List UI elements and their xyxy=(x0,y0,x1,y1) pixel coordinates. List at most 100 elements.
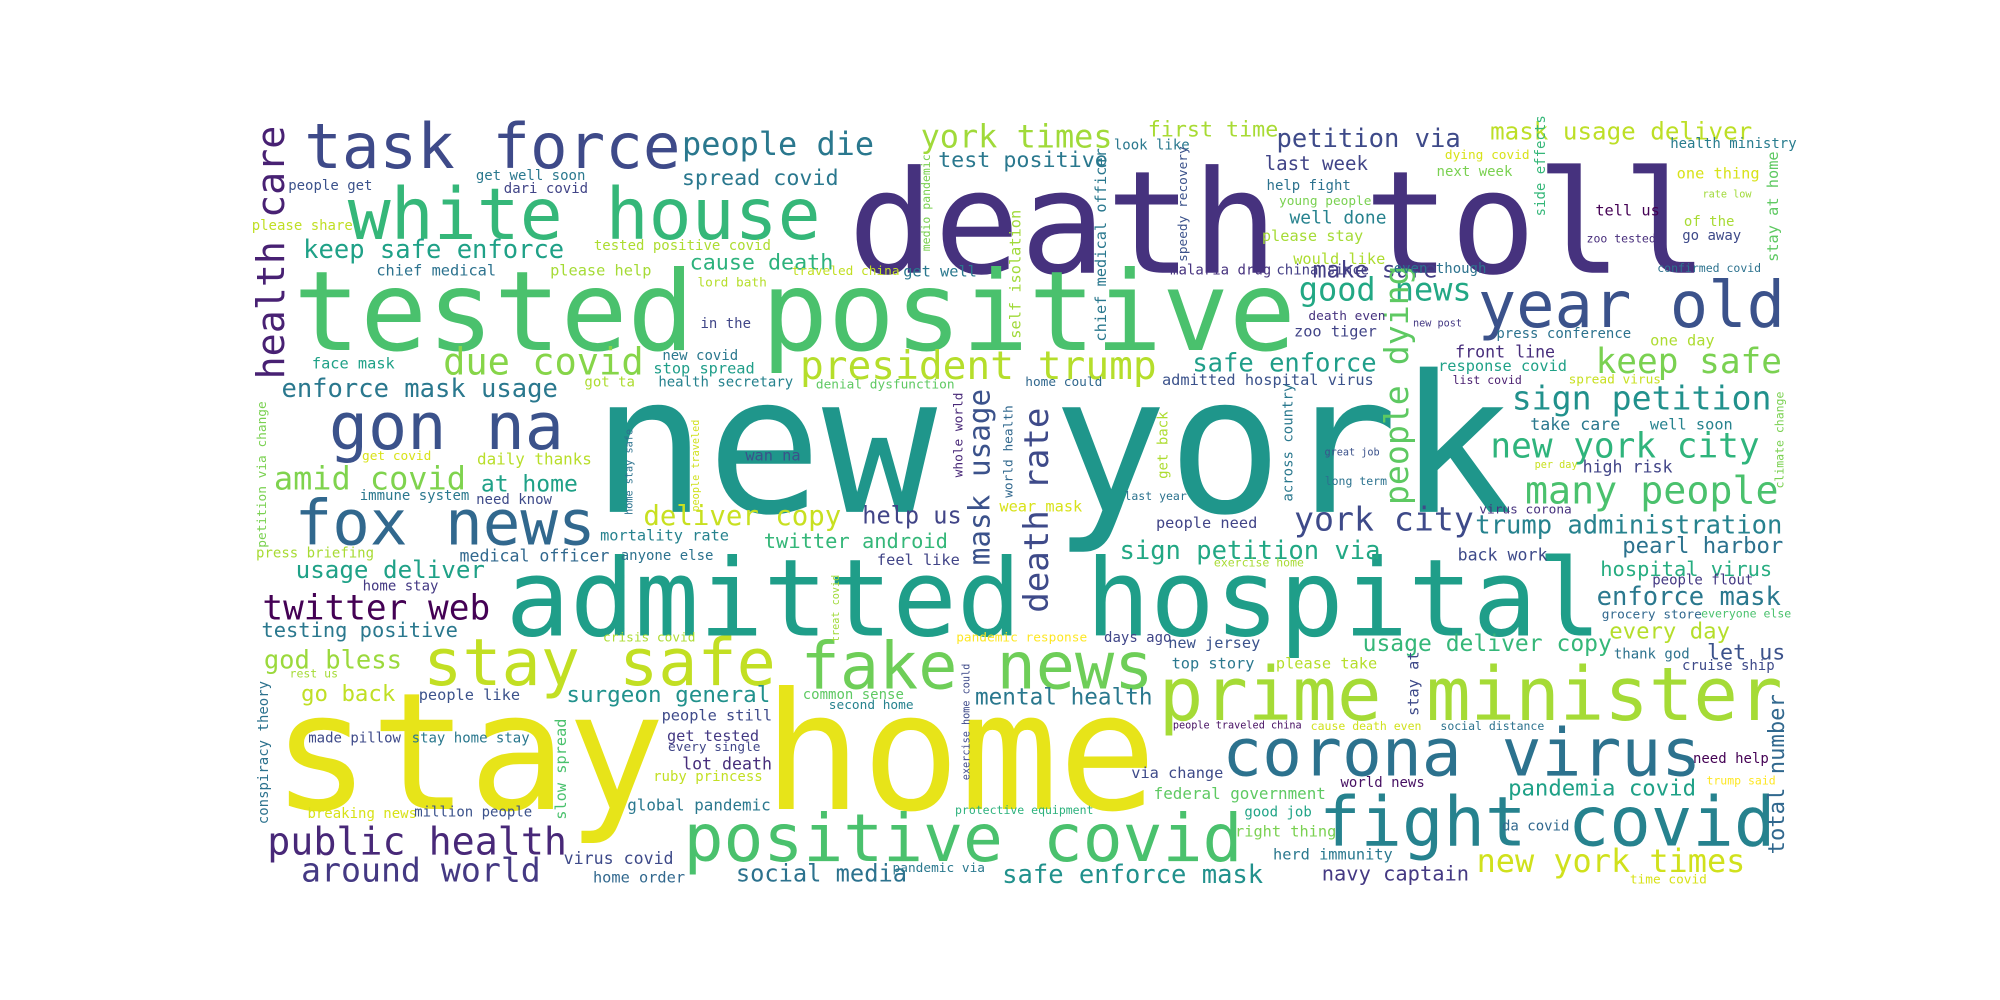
word: people need xyxy=(1156,514,1257,532)
word: at home xyxy=(481,472,578,498)
word: stay home stay xyxy=(412,731,530,747)
word: last year xyxy=(1124,489,1186,503)
word: people still xyxy=(662,707,773,725)
word: cause death even xyxy=(1311,719,1422,733)
word: world news xyxy=(1341,775,1425,791)
word: response covid xyxy=(1438,357,1567,375)
word: tested positive xyxy=(293,248,1295,377)
word: of the xyxy=(1684,214,1735,230)
word: daily thanks xyxy=(477,450,592,469)
word: twitter android xyxy=(764,529,948,553)
word: people dying xyxy=(1377,265,1416,505)
word: back work xyxy=(1458,545,1548,564)
word: got ta xyxy=(584,375,635,391)
word: go away xyxy=(1682,228,1741,244)
word: spread virus xyxy=(1569,373,1661,388)
word: zoo tiger xyxy=(1294,323,1377,341)
word: navy captain xyxy=(1322,862,1469,886)
word: second home xyxy=(829,698,914,713)
word: people like xyxy=(419,686,520,704)
word: new york city xyxy=(1490,426,1759,466)
word: around world xyxy=(301,850,541,889)
word: get back xyxy=(1155,411,1171,479)
word: thank god xyxy=(1614,646,1690,662)
word: usage deliver copy xyxy=(1363,631,1612,657)
word: rest us xyxy=(290,666,338,680)
word: lot death xyxy=(682,755,772,774)
word: health care xyxy=(249,126,294,380)
word: ruby princess xyxy=(653,769,763,785)
word: in the xyxy=(700,316,751,332)
word: chief medical officer xyxy=(1092,148,1110,341)
word: usage deliver xyxy=(296,556,485,584)
word: denial dysfunction xyxy=(816,378,955,393)
word: trump said xyxy=(1706,774,1775,788)
word: due covid xyxy=(443,341,643,384)
word: side effects xyxy=(1533,115,1549,216)
word: protective equipment xyxy=(955,803,1093,817)
word: take care xyxy=(1530,415,1620,434)
word: global pandemic xyxy=(627,795,771,814)
word: spread covid xyxy=(682,166,839,191)
word: home stay safe xyxy=(625,429,636,515)
word: exercise home xyxy=(1214,556,1304,570)
word: medio pandemic xyxy=(919,154,933,251)
word: immune system xyxy=(360,488,470,504)
word: malaria drug xyxy=(1170,262,1271,278)
word: keep safe enforce xyxy=(303,235,564,265)
word: please take xyxy=(1276,654,1377,672)
word: china since xyxy=(1276,262,1369,278)
word: dari covid xyxy=(504,181,588,197)
word: every single xyxy=(668,740,760,755)
word: enforce mask xyxy=(1597,582,1781,612)
word: deliver copy xyxy=(643,501,841,532)
word: twitter web xyxy=(262,588,490,628)
word: crisis covid xyxy=(603,630,695,645)
word: health secretary xyxy=(658,375,793,391)
word: get tested xyxy=(667,727,759,745)
word: tell us xyxy=(1595,201,1659,219)
word: dying covid xyxy=(1445,148,1530,163)
word: one day xyxy=(1650,332,1714,350)
word: social distance xyxy=(1440,719,1544,733)
word: social media xyxy=(736,860,907,888)
word: mortality rate xyxy=(600,527,729,545)
word: made pillow xyxy=(308,731,401,747)
word: help fight xyxy=(1267,178,1351,194)
word: people traveled china xyxy=(1173,720,1302,731)
word: surgeon general xyxy=(566,682,770,708)
word: please help xyxy=(550,261,651,279)
word: new york times xyxy=(1477,842,1746,880)
word: cruise ship xyxy=(1682,658,1775,674)
word: new post xyxy=(1413,318,1462,329)
word: safe enforce xyxy=(1192,349,1376,379)
word: york times xyxy=(921,117,1113,155)
word: gon na xyxy=(329,390,564,465)
word: prime minister xyxy=(1159,652,1783,738)
word: slow spread xyxy=(552,718,570,819)
word: year old xyxy=(1478,269,1785,343)
word: breaking news xyxy=(307,806,417,822)
word: pandemic response xyxy=(956,630,1087,645)
word: stop spread xyxy=(653,360,754,378)
word: many people xyxy=(1525,469,1779,514)
word: press briefing xyxy=(256,546,374,562)
word: exercise home could xyxy=(961,664,972,781)
word: next week xyxy=(1437,164,1513,180)
word: people die xyxy=(682,125,874,163)
word: rate low xyxy=(1703,190,1753,201)
word: top story xyxy=(1172,654,1255,672)
word: public health xyxy=(267,819,567,864)
word: new york xyxy=(592,335,1513,558)
word: time covid xyxy=(1630,873,1707,888)
word: anyone else xyxy=(621,548,714,564)
word: even though xyxy=(1394,261,1487,277)
word: petition via xyxy=(1277,124,1461,154)
word: long term xyxy=(1325,474,1387,488)
word: get well soon xyxy=(476,168,586,184)
word: fox news xyxy=(295,486,596,559)
word: new jersey xyxy=(1168,634,1260,652)
word: face mask xyxy=(312,355,395,373)
word: let us xyxy=(1707,641,1785,666)
